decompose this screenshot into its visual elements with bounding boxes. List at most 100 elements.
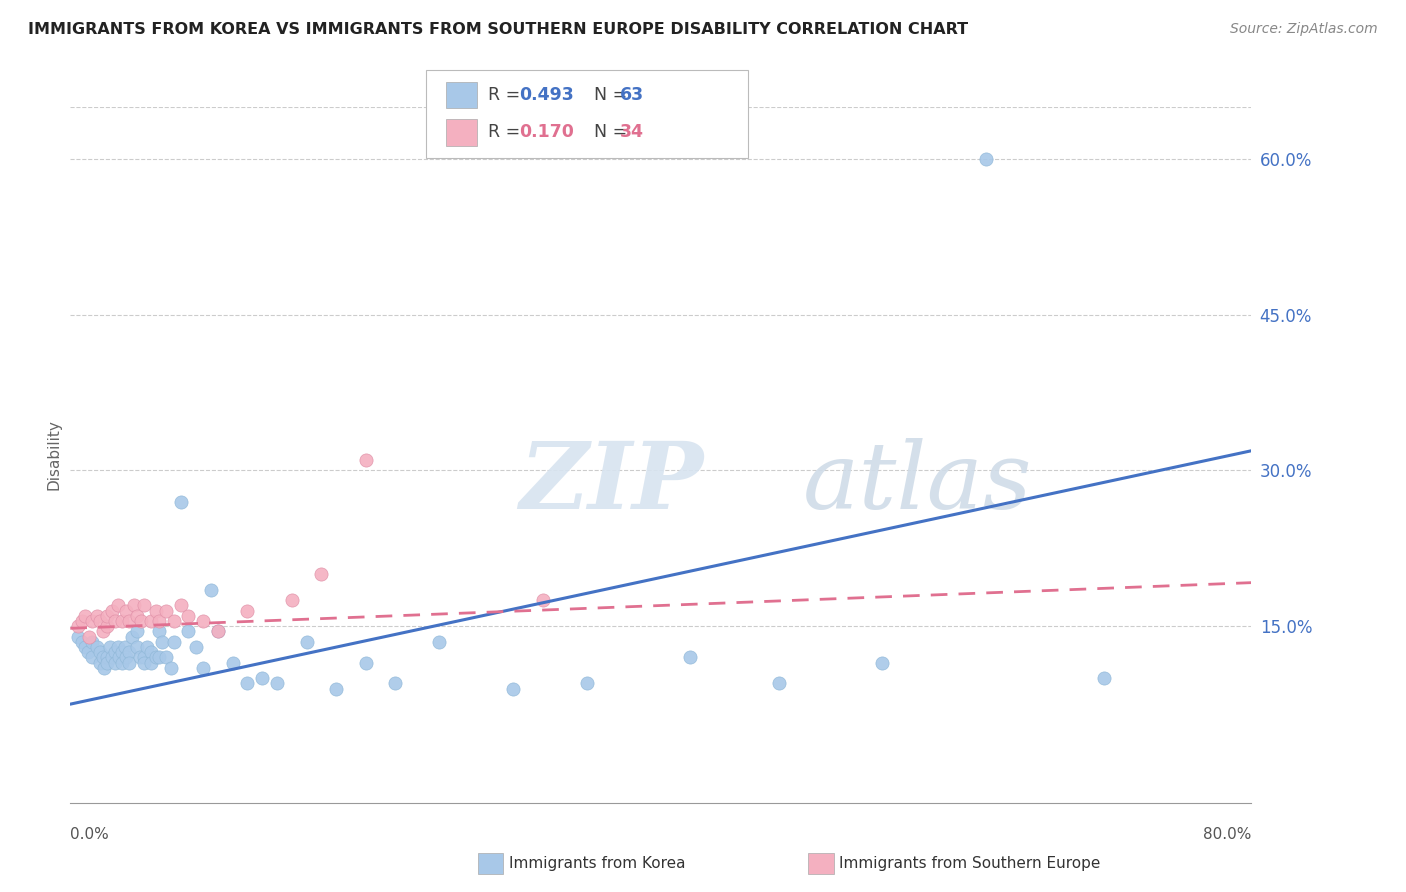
Point bbox=[77, 645, 100, 659]
Point bbox=[159, 661, 181, 675]
Point bbox=[96, 650, 118, 665]
Point bbox=[1092, 671, 1115, 685]
Point bbox=[125, 624, 148, 639]
Point bbox=[148, 624, 170, 639]
Point bbox=[132, 599, 156, 613]
Point bbox=[100, 604, 122, 618]
Point bbox=[86, 608, 108, 623]
Point bbox=[266, 676, 288, 690]
Point bbox=[768, 676, 790, 690]
Point bbox=[974, 152, 997, 166]
Point bbox=[89, 656, 111, 670]
Text: N =: N = bbox=[583, 123, 633, 141]
Point bbox=[129, 614, 152, 628]
Point bbox=[75, 608, 96, 623]
Point bbox=[170, 494, 193, 508]
Point bbox=[163, 635, 186, 649]
Point bbox=[132, 650, 156, 665]
Text: R =: R = bbox=[488, 87, 526, 104]
Text: R =: R = bbox=[488, 123, 526, 141]
Point bbox=[281, 593, 304, 607]
Point bbox=[177, 608, 200, 623]
Point bbox=[121, 630, 143, 644]
Point bbox=[70, 635, 93, 649]
Point bbox=[128, 650, 150, 665]
Point bbox=[207, 624, 229, 639]
Point bbox=[89, 614, 111, 628]
Point bbox=[207, 624, 229, 639]
Text: Immigrants from Southern Europe: Immigrants from Southern Europe bbox=[839, 856, 1101, 871]
Text: N =: N = bbox=[583, 87, 633, 104]
Point bbox=[177, 624, 200, 639]
Point bbox=[96, 619, 118, 633]
Point bbox=[872, 656, 894, 670]
Point bbox=[145, 604, 167, 618]
Point bbox=[295, 635, 318, 649]
Point bbox=[111, 614, 134, 628]
Text: 34: 34 bbox=[620, 123, 644, 141]
Point bbox=[107, 599, 129, 613]
Point bbox=[236, 676, 259, 690]
Point bbox=[118, 645, 141, 659]
Point bbox=[111, 645, 134, 659]
Point bbox=[98, 640, 121, 654]
Text: Source: ZipAtlas.com: Source: ZipAtlas.com bbox=[1230, 22, 1378, 37]
Point bbox=[100, 650, 122, 665]
Point bbox=[531, 593, 554, 607]
Point bbox=[132, 656, 156, 670]
Point bbox=[236, 604, 259, 618]
Point bbox=[200, 582, 222, 597]
Point bbox=[141, 645, 163, 659]
Point bbox=[89, 645, 111, 659]
Point bbox=[384, 676, 406, 690]
Point bbox=[93, 661, 115, 675]
Point bbox=[163, 614, 186, 628]
Point bbox=[82, 635, 104, 649]
Point bbox=[136, 640, 159, 654]
Point bbox=[91, 650, 114, 665]
Point bbox=[145, 650, 167, 665]
Point bbox=[125, 608, 148, 623]
Point bbox=[148, 614, 170, 628]
Point bbox=[118, 614, 141, 628]
Point bbox=[75, 640, 96, 654]
Point bbox=[125, 640, 148, 654]
Point bbox=[86, 640, 108, 654]
Point bbox=[309, 567, 333, 582]
Text: 63: 63 bbox=[620, 87, 644, 104]
Point bbox=[155, 650, 177, 665]
Point bbox=[114, 640, 136, 654]
Point bbox=[222, 656, 245, 670]
Text: 0.0%: 0.0% bbox=[70, 827, 110, 841]
Point bbox=[118, 656, 141, 670]
Point bbox=[104, 645, 127, 659]
Point bbox=[184, 640, 207, 654]
Point bbox=[115, 604, 138, 618]
Point bbox=[250, 671, 273, 685]
Point bbox=[141, 656, 163, 670]
Text: Immigrants from Korea: Immigrants from Korea bbox=[509, 856, 686, 871]
Point bbox=[79, 630, 101, 644]
Text: atlas: atlas bbox=[803, 438, 1032, 528]
Point bbox=[191, 661, 214, 675]
Point bbox=[502, 681, 524, 696]
Point bbox=[96, 656, 118, 670]
Point bbox=[170, 599, 193, 613]
Point bbox=[111, 656, 134, 670]
Point bbox=[191, 614, 214, 628]
Text: 0.170: 0.170 bbox=[519, 123, 574, 141]
Text: IMMIGRANTS FROM KOREA VS IMMIGRANTS FROM SOUTHERN EUROPE DISABILITY CORRELATION : IMMIGRANTS FROM KOREA VS IMMIGRANTS FROM… bbox=[28, 22, 969, 37]
Text: 80.0%: 80.0% bbox=[1204, 827, 1251, 841]
Point bbox=[575, 676, 598, 690]
Point bbox=[82, 614, 104, 628]
Point bbox=[354, 656, 377, 670]
Point bbox=[354, 453, 377, 467]
Point bbox=[141, 614, 163, 628]
Point bbox=[679, 650, 702, 665]
Point bbox=[148, 650, 170, 665]
Point bbox=[115, 650, 138, 665]
Point bbox=[150, 635, 173, 649]
Point bbox=[108, 650, 131, 665]
Point bbox=[66, 630, 89, 644]
Point bbox=[91, 624, 114, 639]
